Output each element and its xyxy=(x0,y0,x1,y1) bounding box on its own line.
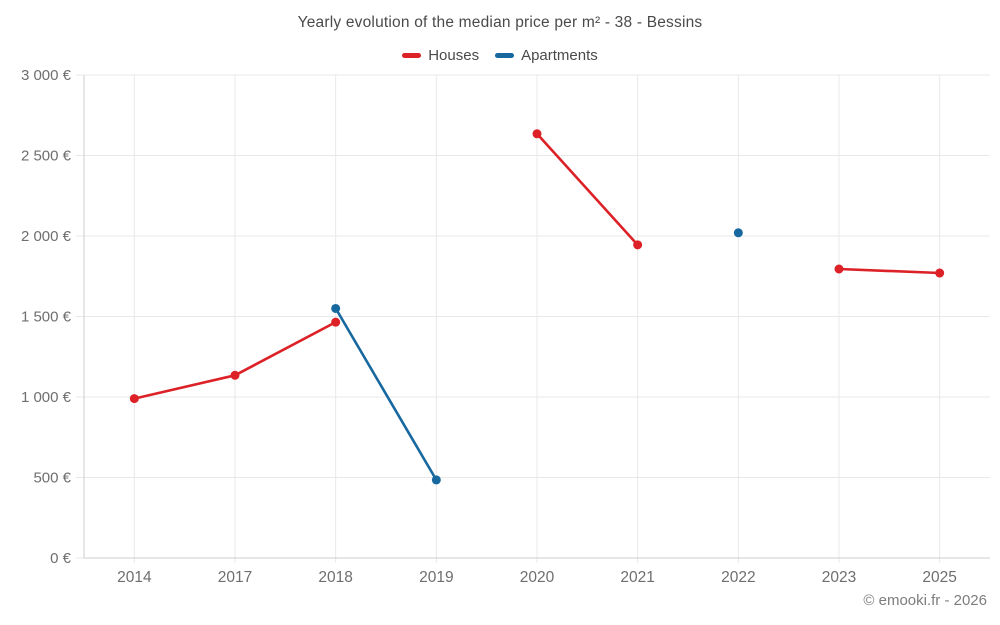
x-axis-tick-label: 2017 xyxy=(218,569,252,586)
x-axis-tick-label: 2023 xyxy=(822,569,856,586)
y-axis-tick-label: 1 000 € xyxy=(21,389,72,406)
legend-item-apartments[interactable]: Apartments xyxy=(495,47,598,64)
copyright-credit: © emooki.fr - 2026 xyxy=(863,592,987,609)
y-axis-tick-label: 1 500 € xyxy=(21,309,72,326)
chart-legend: Houses Apartments xyxy=(0,47,1000,64)
data-point-apartments-2018 xyxy=(331,303,341,313)
y-axis-tick-label: 3 000 € xyxy=(21,67,72,84)
data-point-houses-2017 xyxy=(230,370,240,380)
x-axis-tick-label: 2025 xyxy=(922,569,956,586)
legend-swatch-icon xyxy=(495,53,515,58)
y-axis-tick-label: 500 € xyxy=(33,470,71,487)
legend-label: Houses xyxy=(428,47,480,64)
y-axis-tick-label: 2 000 € xyxy=(21,228,72,245)
y-axis-tick-label: 2 500 € xyxy=(21,148,72,165)
data-point-houses-2014 xyxy=(129,394,139,404)
series-line-houses xyxy=(535,132,639,247)
x-axis-tick-label: 2014 xyxy=(117,569,152,586)
x-axis-tick-label: 2022 xyxy=(721,569,755,586)
x-axis-tick-label: 2019 xyxy=(419,569,453,586)
legend-swatch-icon xyxy=(402,53,422,58)
data-point-houses-2023 xyxy=(834,264,844,274)
data-point-houses-2018 xyxy=(331,317,341,327)
data-point-apartments-2019 xyxy=(431,475,441,485)
series-line-houses xyxy=(837,267,941,275)
data-point-houses-2025 xyxy=(935,268,945,278)
data-point-houses-2020 xyxy=(532,129,542,139)
series-line-apartments xyxy=(334,307,438,482)
x-axis-tick-label: 2020 xyxy=(520,569,555,586)
y-axis-tick-label: 0 € xyxy=(50,550,72,567)
data-point-apartments-2022 xyxy=(733,228,743,238)
legend-item-houses[interactable]: Houses xyxy=(402,47,479,64)
x-axis-tick-label: 2021 xyxy=(620,569,654,586)
legend-label: Apartments xyxy=(521,47,598,64)
x-axis-tick-label: 2018 xyxy=(318,569,352,586)
data-point-houses-2021 xyxy=(633,240,643,250)
chart-title: Yearly evolution of the median price per… xyxy=(297,14,703,31)
